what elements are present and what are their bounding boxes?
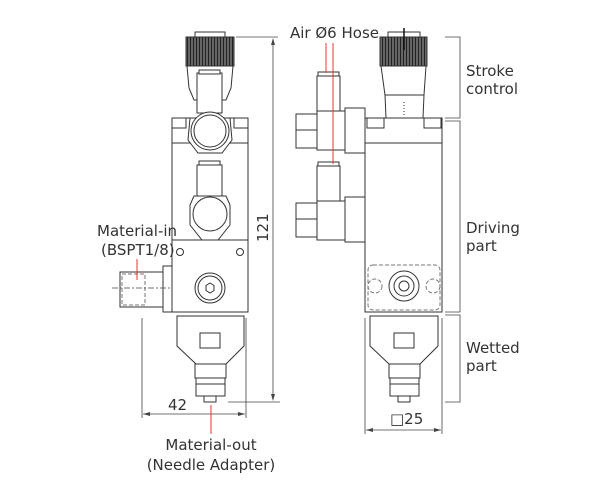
section-brackets xyxy=(445,36,461,403)
air-hose-label: Air Ø6 Hose xyxy=(290,24,379,42)
material-out-label: Material-out xyxy=(165,436,256,454)
side-width-label: □25 xyxy=(390,410,423,428)
front-width-label: 42 xyxy=(168,396,187,414)
stroke-knob xyxy=(185,36,235,67)
dimension-height: 121 xyxy=(228,36,280,403)
dimension-side-width: □25 xyxy=(364,318,443,434)
wetted-part-label: Wetted xyxy=(466,339,520,357)
dimension-front-width: 42 xyxy=(141,318,247,418)
material-in-label-2: (BSPT1/8) xyxy=(101,241,175,259)
material-out-label-2: (Needle Adapter) xyxy=(147,456,276,474)
wetted-part-label-2: part xyxy=(466,357,497,375)
stroke-control-label-2: control xyxy=(466,80,518,98)
side-view xyxy=(295,28,443,403)
material-in-label: Material-in xyxy=(97,222,177,240)
height-dimension-label: 121 xyxy=(254,213,272,242)
driving-part-label: Driving xyxy=(466,219,520,237)
driving-part-label-2: part xyxy=(466,237,497,255)
stroke-control-label: Stroke xyxy=(466,62,514,80)
front-view xyxy=(112,31,249,403)
